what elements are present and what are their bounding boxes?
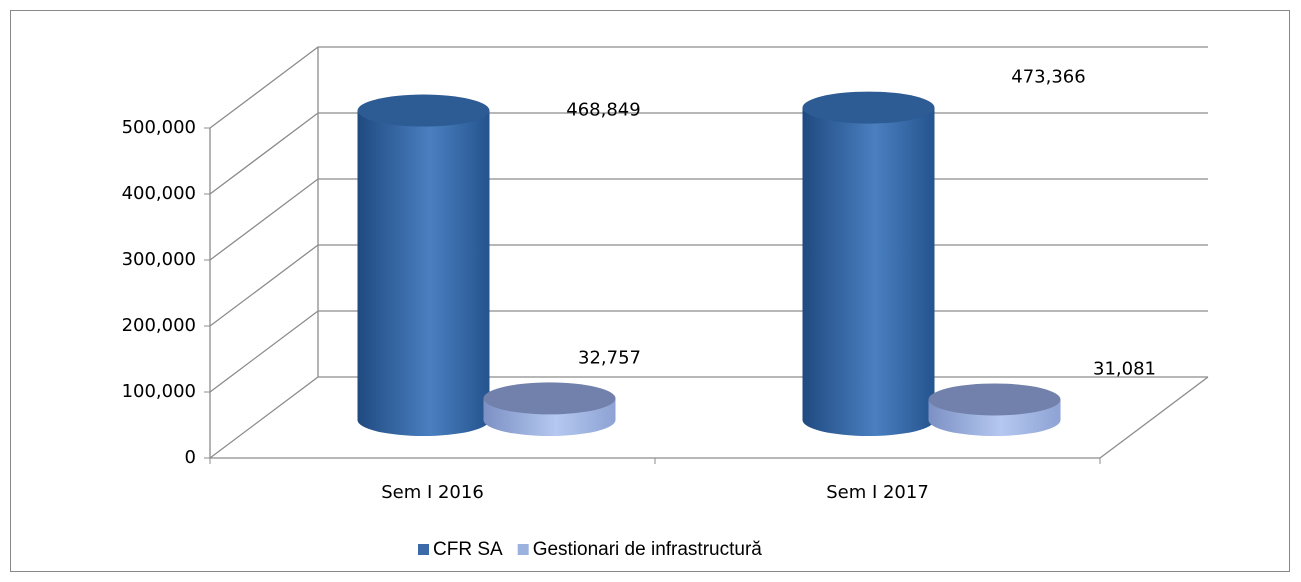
cylinder-top (802, 91, 935, 124)
x-tick-label: Sem I 2016 (381, 482, 484, 503)
value-label: 32,757 (578, 347, 641, 368)
legend-label: CFR SA (433, 539, 503, 560)
cylinder-top (483, 382, 616, 415)
floor-edge (1099, 376, 1209, 459)
x-tick-label: Sem I 2017 (826, 482, 929, 503)
chart-border (10, 10, 1290, 572)
value-label: 31,081 (1093, 358, 1156, 379)
y-tick-label: 400,000 (122, 183, 196, 204)
y-tick-label: 300,000 (122, 249, 196, 270)
cylinder (483, 382, 616, 436)
cylinder (802, 91, 935, 437)
legend-swatch (418, 544, 429, 555)
y-tick-label: 500,000 (122, 117, 196, 138)
legend-label: Gestionari de infrastructură (533, 539, 763, 560)
cylinder-body (357, 110, 490, 436)
y-tick-label: 100,000 (122, 381, 196, 402)
y-tick-label: 200,000 (122, 315, 196, 336)
y-tick-label: 0 (185, 447, 196, 468)
cylinder-top (928, 383, 1061, 416)
value-label: 468,849 (566, 100, 640, 121)
value-label: 473,366 (1011, 67, 1085, 88)
legend-swatch (517, 544, 529, 555)
cylinder (928, 383, 1061, 436)
cylinder-body (802, 107, 935, 437)
cylinder (357, 94, 490, 436)
cylinder-top (357, 94, 490, 127)
